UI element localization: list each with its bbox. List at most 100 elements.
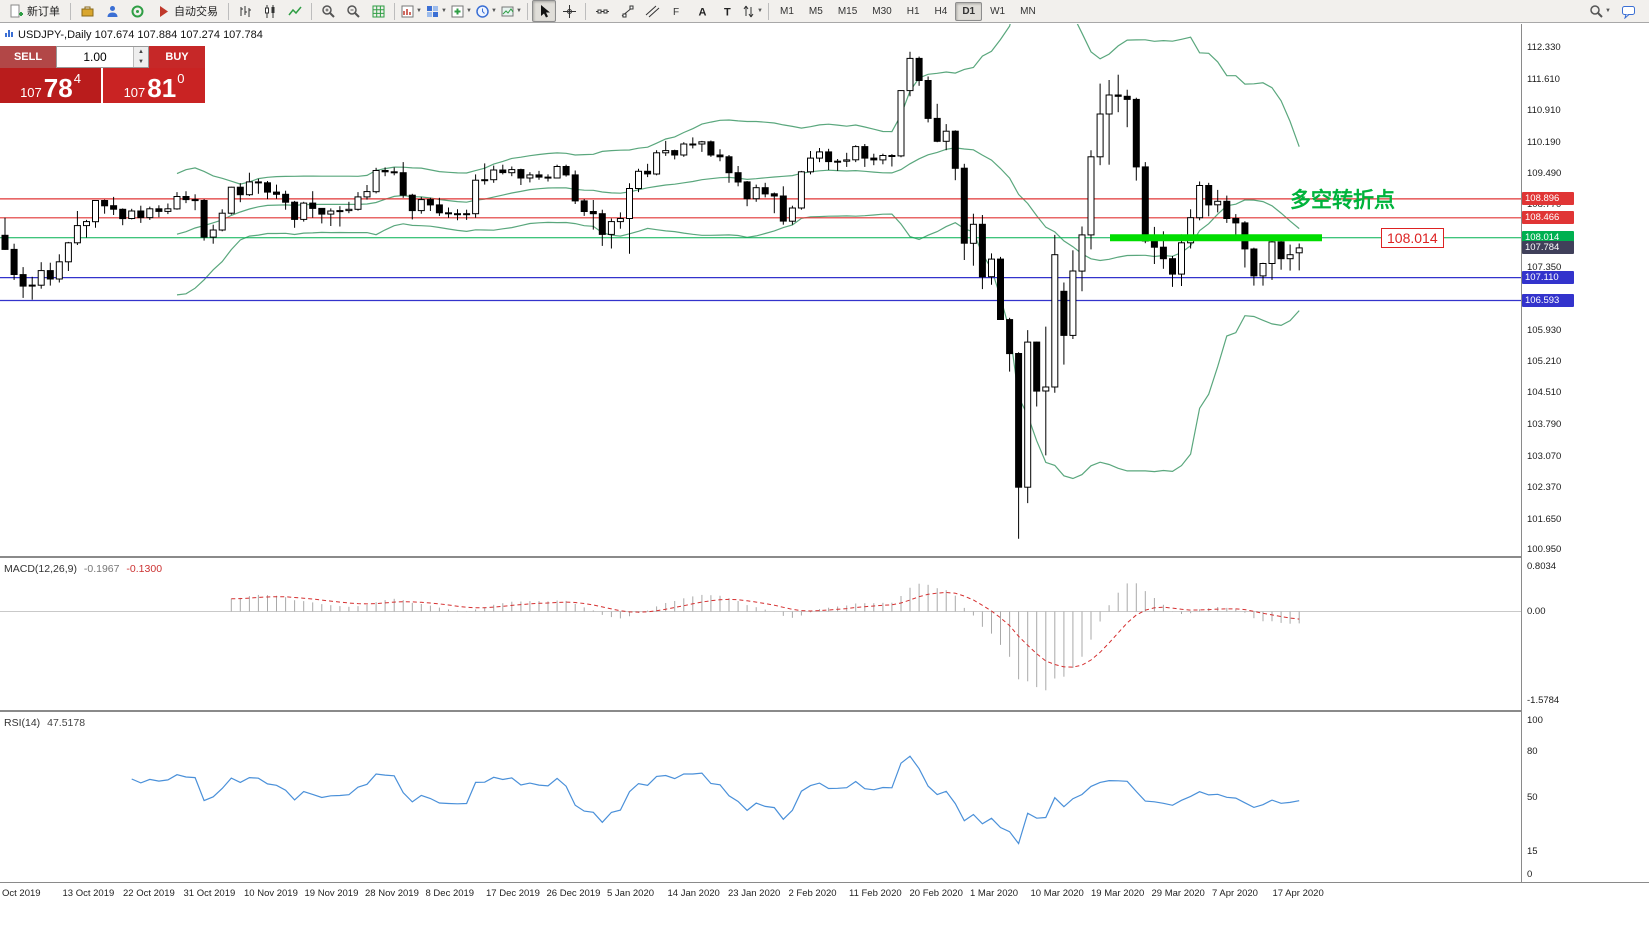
- macd-name: MACD(12,26,9): [4, 563, 77, 575]
- rsi-scale-tick: 50: [1527, 792, 1538, 803]
- buy-price-display[interactable]: 107 81 0: [103, 68, 205, 103]
- price-tick: 102.370: [1527, 482, 1562, 493]
- label-tool-button[interactable]: T: [715, 0, 739, 22]
- rsi-scale-tick: 0: [1527, 869, 1533, 880]
- buy-button[interactable]: BUY: [149, 46, 205, 68]
- panel-separator[interactable]: [0, 556, 1649, 558]
- date-label: 19 Nov 2019: [304, 888, 359, 899]
- toolbar-separator: [527, 2, 528, 20]
- community-button[interactable]: [125, 0, 149, 22]
- price-tick: 110.910: [1527, 105, 1561, 116]
- timeframe-d1-button[interactable]: D1: [955, 1, 983, 21]
- date-label: 31 Oct 2019: [183, 888, 236, 899]
- timeframe-mn-button[interactable]: MN: [1020, 5, 1036, 17]
- axis-border: [0, 882, 1649, 883]
- chat-button[interactable]: [1616, 0, 1640, 22]
- price-tag: 107.784: [1522, 241, 1574, 254]
- date-label: 23 Jan 2020: [728, 888, 781, 899]
- chart-canvas[interactable]: [0, 0, 1521, 556]
- price-scale-border: [1521, 24, 1522, 882]
- toolbar-separator: [585, 2, 586, 20]
- price-tick: 103.070: [1527, 451, 1562, 462]
- trendline-tool-button[interactable]: [615, 0, 639, 22]
- indicators-button[interactable]: ▼: [449, 0, 473, 22]
- price-level-callout: 108.014: [1381, 228, 1444, 248]
- candlestick-chart-button[interactable]: [258, 0, 282, 22]
- macd-panel[interactable]: [0, 558, 1521, 710]
- sell-button[interactable]: SELL: [0, 46, 56, 68]
- timeframe-m30-button[interactable]: M30: [872, 5, 892, 17]
- rsi-scale-tick: 15: [1527, 846, 1538, 857]
- price-tick: 111.610: [1527, 74, 1560, 85]
- date-label: 13 Oct 2019: [62, 888, 115, 899]
- toolbar-right-groups: ▼: [1588, 0, 1646, 22]
- date-label: 20 Feb 2020: [909, 888, 963, 899]
- timeframe-m5-button[interactable]: M5: [808, 5, 823, 17]
- templates-button[interactable]: ▼: [499, 0, 523, 22]
- volume-decrease-button[interactable]: ▼: [134, 57, 148, 67]
- text-tool-button[interactable]: A: [690, 0, 714, 22]
- ask-head: 107: [123, 85, 146, 100]
- autotrading-button[interactable]: 自动交易: [150, 0, 224, 22]
- date-label: 10 Nov 2019: [244, 888, 298, 899]
- date-label: 19 Mar 2020: [1091, 888, 1145, 899]
- price-tick: 107.350: [1527, 262, 1562, 273]
- price-tag: 108.466: [1522, 211, 1574, 224]
- tile-grid-button[interactable]: [366, 0, 390, 22]
- timeframe-h4-button[interactable]: H4: [934, 5, 948, 17]
- rsi-name: RSI(14): [4, 717, 41, 729]
- zoom-out-button[interactable]: [341, 0, 365, 22]
- symbol-ohlc-text: USDJPY-,Daily 107.674 107.884 107.274 10…: [18, 28, 263, 41]
- turning-point-annotation: 多空转折点: [1290, 189, 1395, 212]
- arrows-tool-button[interactable]: ▼: [740, 0, 764, 22]
- chart-icon: [4, 28, 14, 41]
- sell-price-display[interactable]: 107 78 4: [0, 68, 101, 103]
- macd-main-value: -0.1967: [83, 563, 120, 575]
- bid-point: 4: [73, 71, 81, 86]
- volume-control: ▲ ▼: [56, 46, 149, 68]
- horizontal-line-tool-button[interactable]: [590, 0, 614, 22]
- trade-widget-prices: 107 78 4 107 81 0: [0, 68, 205, 103]
- date-label: 17 Dec 2019: [486, 888, 540, 899]
- periods-button[interactable]: ▼: [474, 0, 498, 22]
- bar-chart-button[interactable]: [233, 0, 257, 22]
- rsi-panel[interactable]: [0, 712, 1521, 882]
- crosshair-button[interactable]: [557, 0, 581, 22]
- market-button[interactable]: [75, 0, 99, 22]
- price-scale[interactable]: 112.330111.610110.910110.190109.490108.7…: [1522, 24, 1649, 882]
- time-axis[interactable]: Oct 2019 13 Oct 2019 22 Oct 2019 31 Oct 201…: [0, 883, 1521, 905]
- volume-input[interactable]: [57, 47, 133, 67]
- volume-increase-button[interactable]: ▲: [134, 47, 148, 57]
- new-chart-button[interactable]: ▼: [399, 0, 423, 22]
- date-label: 8 Dec 2019: [425, 888, 475, 899]
- channel-tool-button[interactable]: [640, 0, 664, 22]
- timeframe-w1-button[interactable]: W1: [990, 5, 1006, 17]
- new-order-button[interactable]: 新订单: [3, 0, 66, 22]
- cursor-button[interactable]: [532, 0, 556, 22]
- line-chart-button[interactable]: [283, 0, 307, 22]
- accounts-button[interactable]: [100, 0, 124, 22]
- price-tick: 104.510: [1527, 387, 1562, 398]
- date-label: 5 Jan 2020: [607, 888, 655, 899]
- toolbar-separator: [311, 2, 312, 20]
- profiles-button[interactable]: ▼: [424, 0, 448, 22]
- bid-head: 107: [20, 85, 42, 100]
- toolbar-left-groups: 新订单 自动交易 ▼ ▼ ▼ ▼ ▼ F A T ▼ M1 M5 M15 M30 H1 H4 D1 W1 MN: [3, 0, 1043, 22]
- fibonacci-tool-button[interactable]: F: [665, 0, 689, 22]
- date-label: Oct 2019: [2, 888, 41, 899]
- search-button[interactable]: ▼: [1588, 0, 1612, 22]
- ask-point: 0: [177, 71, 185, 86]
- svg-text:T: T: [724, 6, 731, 18]
- timeframe-m15-button[interactable]: M15: [837, 5, 858, 17]
- date-label: 2 Feb 2020: [788, 888, 837, 899]
- timeframe-h1-button[interactable]: H1: [906, 5, 920, 17]
- zoom-in-button[interactable]: [316, 0, 340, 22]
- date-label: 29 Mar 2020: [1151, 888, 1205, 899]
- price-tick: 101.650: [1527, 514, 1562, 525]
- toolbar-separator: [394, 2, 395, 20]
- date-label: 22 Oct 2019: [123, 888, 175, 899]
- timeframe-m1-button[interactable]: M1: [780, 5, 794, 17]
- panel-separator[interactable]: [0, 710, 1649, 712]
